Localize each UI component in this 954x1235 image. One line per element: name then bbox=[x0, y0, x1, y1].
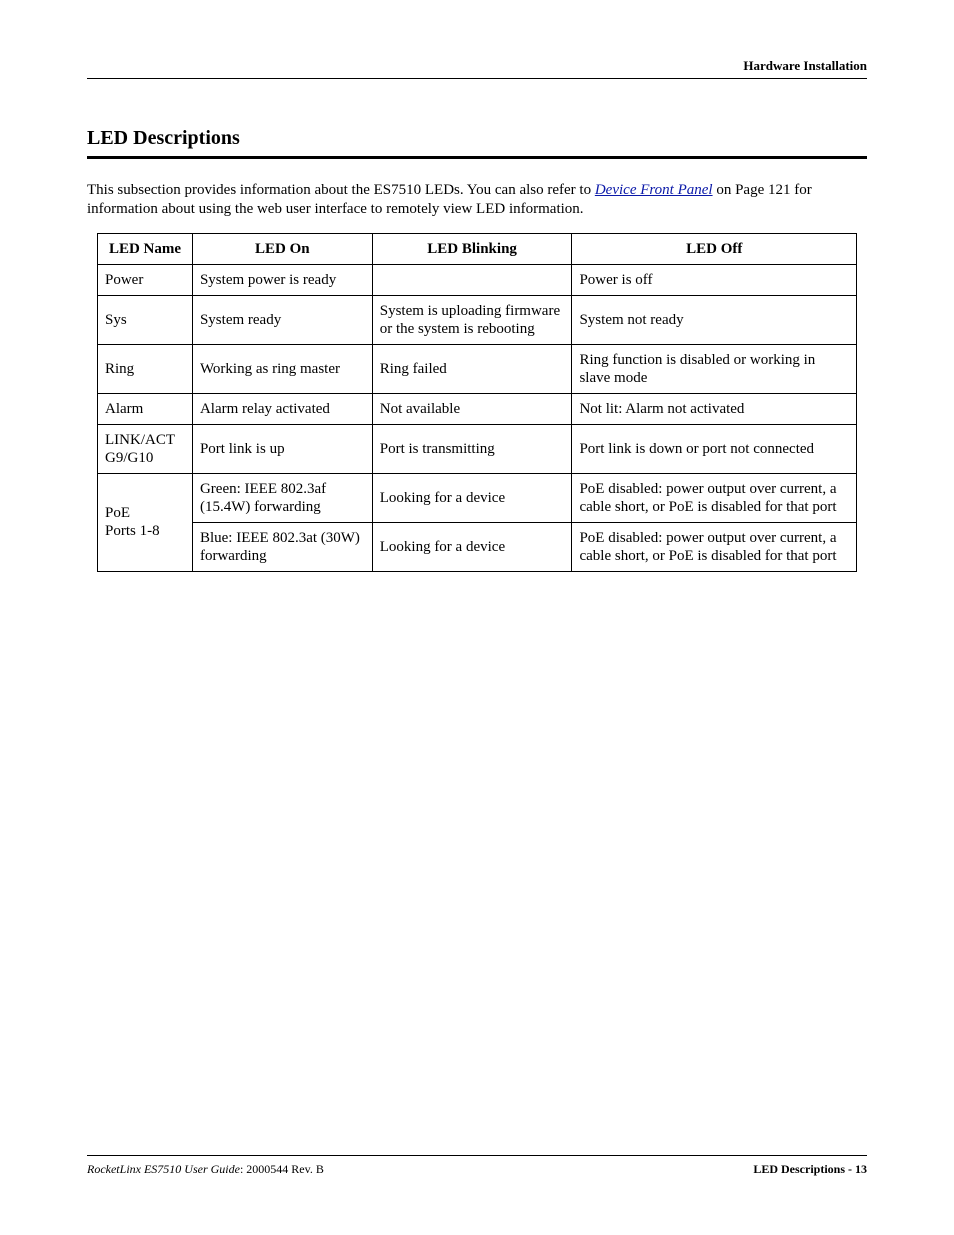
cell-off: Ring function is disabled or working in … bbox=[572, 344, 857, 393]
cell-blink: Port is transmitting bbox=[372, 424, 572, 473]
cell-name: LINK/ACT G9/G10 bbox=[98, 424, 193, 473]
cell-on: Blue: IEEE 802.3at (30W) forwarding bbox=[192, 522, 372, 571]
cell-on: Port link is up bbox=[192, 424, 372, 473]
page-footer: RocketLinx ES7510 User Guide: 2000544 Re… bbox=[87, 1155, 867, 1177]
cell-off: PoE disabled: power output over current,… bbox=[572, 522, 857, 571]
cell-on: Alarm relay activated bbox=[192, 393, 372, 424]
cell-off: System not ready bbox=[572, 295, 857, 344]
col-header-blink: LED Blinking bbox=[372, 233, 572, 264]
footer-right: LED Descriptions - 13 bbox=[753, 1162, 867, 1177]
table-row: Alarm Alarm relay activated Not availabl… bbox=[98, 393, 857, 424]
intro-paragraph: This subsection provides information abo… bbox=[87, 181, 867, 219]
table-row: PoE Ports 1-8 Green: IEEE 802.3af (15.4W… bbox=[98, 473, 857, 522]
cell-blink: Looking for a device bbox=[372, 522, 572, 571]
table-header-row: LED Name LED On LED Blinking LED Off bbox=[98, 233, 857, 264]
page-header-section: Hardware Installation bbox=[743, 58, 867, 73]
cell-blink: Not available bbox=[372, 393, 572, 424]
cell-on: System power is ready bbox=[192, 264, 372, 295]
cell-name: Ring bbox=[98, 344, 193, 393]
table-row: Power System power is ready Power is off bbox=[98, 264, 857, 295]
cell-name: Power bbox=[98, 264, 193, 295]
col-header-off: LED Off bbox=[572, 233, 857, 264]
cell-name-line2: Ports 1-8 bbox=[105, 523, 160, 539]
table-row: Blue: IEEE 802.3at (30W) forwarding Look… bbox=[98, 522, 857, 571]
cell-on: System ready bbox=[192, 295, 372, 344]
cell-name: PoE Ports 1-8 bbox=[98, 473, 193, 571]
footer-left: RocketLinx ES7510 User Guide: 2000544 Re… bbox=[87, 1162, 324, 1177]
cell-name: Alarm bbox=[98, 393, 193, 424]
cell-name: Sys bbox=[98, 295, 193, 344]
cell-off: Port link is down or port not connected bbox=[572, 424, 857, 473]
table-row: Ring Working as ring master Ring failed … bbox=[98, 344, 857, 393]
table-row: LINK/ACT G9/G10 Port link is up Port is … bbox=[98, 424, 857, 473]
cell-off: Not lit: Alarm not activated bbox=[572, 393, 857, 424]
cell-blink bbox=[372, 264, 572, 295]
footer-guide-title: RocketLinx ES7510 User Guide bbox=[87, 1162, 240, 1176]
col-header-on: LED On bbox=[192, 233, 372, 264]
col-header-name: LED Name bbox=[98, 233, 193, 264]
footer-doc-rev: : 2000544 Rev. B bbox=[240, 1162, 324, 1176]
led-descriptions-table: LED Name LED On LED Blinking LED Off Pow… bbox=[97, 233, 857, 572]
cell-blink: System is uploading firmware or the syst… bbox=[372, 295, 572, 344]
cell-name-line2: G9/G10 bbox=[105, 450, 153, 466]
page-header: Hardware Installation bbox=[87, 58, 867, 79]
cell-blink: Looking for a device bbox=[372, 473, 572, 522]
section-title: LED Descriptions bbox=[87, 127, 867, 159]
cell-off: PoE disabled: power output over current,… bbox=[572, 473, 857, 522]
cell-blink: Ring failed bbox=[372, 344, 572, 393]
cell-off: Power is off bbox=[572, 264, 857, 295]
cell-name-line1: PoE bbox=[105, 505, 130, 521]
table-row: Sys System ready System is uploading fir… bbox=[98, 295, 857, 344]
cell-on: Working as ring master bbox=[192, 344, 372, 393]
cell-name-line1: LINK/ACT bbox=[105, 432, 175, 448]
cell-on: Green: IEEE 802.3af (15.4W) forwarding bbox=[192, 473, 372, 522]
device-front-panel-link[interactable]: Device Front Panel bbox=[595, 182, 713, 198]
intro-pre: This subsection provides information abo… bbox=[87, 182, 595, 198]
